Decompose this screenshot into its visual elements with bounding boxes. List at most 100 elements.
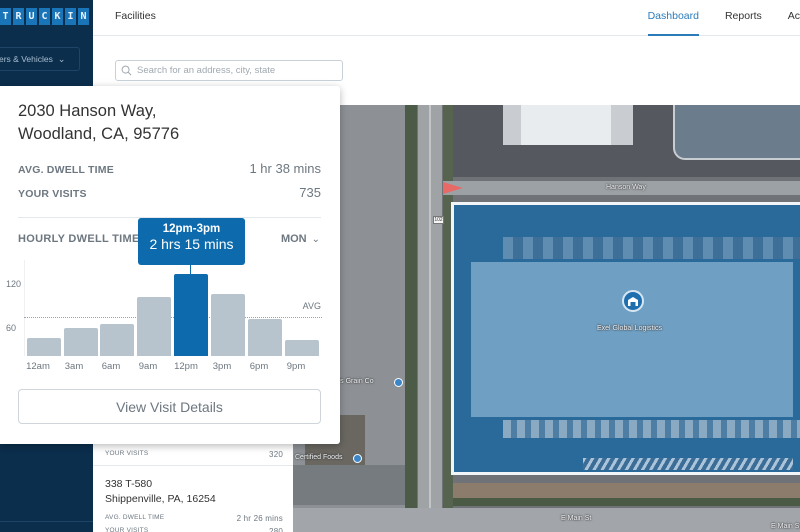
tooltip-stem — [190, 265, 191, 275]
logo-letter: C — [39, 8, 50, 25]
visits-label: YOUR VISITS — [18, 188, 87, 200]
address-line2: Woodland, CA, 95776 — [18, 125, 180, 143]
chart-bar[interactable] — [137, 297, 171, 356]
list-item-dwell-row: AVG. DWELL TIME 2 hr 26 mins — [105, 514, 283, 523]
day-selector-value: MON — [280, 233, 307, 245]
x-tick: 12am — [26, 361, 50, 372]
map-building — [521, 105, 611, 145]
chart-bar[interactable] — [100, 324, 134, 356]
avg-dwell-row: AVG. DWELL TIME 1 hr 38 mins — [18, 161, 321, 176]
sidebar-divider — [0, 521, 93, 522]
x-tick: 9pm — [286, 361, 306, 372]
chart-bar[interactable] — [64, 328, 98, 356]
chart-title: HOURLY DWELL TIME — [18, 233, 140, 245]
facility-detail-card: 2030 Hanson Way, Woodland, CA, 95776 AVG… — [0, 86, 340, 444]
sidebar-select-label: ers & Vehicles — [0, 54, 53, 64]
map-parking — [673, 105, 800, 160]
hourly-dwell-chart: 120 60 AVG 12am 3am 6am 9am 12pm 3pm 6pm… — [0, 256, 340, 386]
warehouse-marker-icon[interactable] — [622, 290, 644, 312]
list-item-visits-row: YOUR VISITS 320 — [105, 450, 283, 459]
warehouse-icon — [628, 296, 638, 306]
street-label: E Main St — [561, 515, 592, 522]
nav-tab-dashboard[interactable]: Dashboard — [647, 0, 700, 36]
search-input[interactable] — [137, 65, 337, 76]
satellite-map[interactable]: Hanson Way 102 Exel Global Logistics ...… — [293, 105, 800, 532]
list-item-address[interactable]: 338 T-580 Shippenville, PA, 16254 — [105, 477, 216, 507]
page-title: Facilities — [115, 10, 156, 22]
avg-line — [24, 317, 322, 318]
visits-value: 735 — [299, 185, 321, 200]
poi-pin-icon[interactable] — [353, 454, 362, 463]
logo-letter: N — [78, 8, 89, 25]
x-tick: 6am — [101, 361, 121, 372]
route-shield-icon: 102 — [433, 216, 444, 224]
logo-letter: K — [52, 8, 63, 25]
loading-docks — [503, 420, 800, 438]
tooltip-range: 12pm-3pm — [162, 223, 221, 235]
chart-bar[interactable] — [248, 319, 282, 356]
visits-value: 280 — [269, 527, 283, 532]
map-terrain — [443, 105, 453, 532]
street-label: E Main St — [771, 523, 800, 530]
y-axis — [24, 260, 25, 356]
logo-letter: U — [26, 8, 37, 25]
chart-bar[interactable] — [285, 340, 319, 356]
view-visit-details-button[interactable]: View Visit Details — [18, 389, 321, 424]
visits-value: 320 — [269, 450, 283, 459]
avg-dwell-value: 1 hr 38 mins — [249, 161, 321, 176]
poi-label: ...'s Grain Co — [333, 378, 374, 385]
x-tick: 6pm — [249, 361, 269, 372]
search-icon — [121, 65, 132, 76]
search-box[interactable] — [115, 60, 343, 81]
chevron-down-icon: ⌄ — [311, 233, 320, 245]
nav-tab-reports[interactable]: Reports — [724, 10, 762, 22]
street-label: Hanson Way — [606, 184, 646, 191]
direction-arrow-icon — [443, 182, 463, 194]
address-line1: 2030 Hanson Way, — [18, 102, 157, 120]
day-selector[interactable]: MON ⌄ — [281, 233, 320, 245]
logo-letter: T — [0, 8, 11, 25]
avg-dwell-label: AVG. DWELL TIME — [105, 514, 165, 521]
map-road — [443, 181, 800, 195]
avg-label: AVG — [302, 301, 321, 311]
chart-tooltip: 12pm-3pm 2 hrs 15 mins — [138, 218, 245, 265]
list-divider — [93, 465, 293, 466]
sidebar-select-drivers-vehicles[interactable]: ers & Vehicles ⌄ — [0, 47, 80, 71]
poi-label: Certified Foods — [295, 454, 343, 461]
poi-pin-icon[interactable] — [394, 378, 403, 387]
facility-address: 2030 Hanson Way, Woodland, CA, 95776 — [18, 100, 179, 146]
facility-map-label: Exel Global Logistics — [597, 325, 662, 332]
map-road — [293, 508, 800, 532]
x-tick: 12pm — [174, 361, 198, 372]
avg-dwell-value: 2 hr 26 mins — [236, 514, 283, 523]
top-bar: Facilities Dashboard Reports Ac — [93, 0, 800, 36]
tooltip-value: 2 hrs 15 mins — [149, 236, 234, 252]
address-line2: Shippenville, PA, 16254 — [105, 493, 216, 505]
address-line1: 338 T-580 — [105, 478, 153, 490]
chart-bar[interactable] — [27, 338, 61, 356]
map-terrain — [293, 465, 405, 505]
map-building — [503, 237, 800, 259]
visits-row: YOUR VISITS 735 — [18, 185, 321, 200]
visits-label: YOUR VISITS — [105, 527, 149, 532]
avg-dwell-label: AVG. DWELL TIME — [18, 164, 114, 176]
y-tick-60: 60 — [6, 323, 17, 333]
x-tick: 3am — [64, 361, 84, 372]
x-tick: 9am — [138, 361, 158, 372]
parked-trailers — [583, 458, 793, 470]
chevron-down-icon: ⌄ — [57, 53, 66, 64]
map-terrain — [405, 105, 417, 532]
logo-letter: R — [13, 8, 24, 25]
logo-letter: I — [65, 8, 76, 25]
chart-bar-selected[interactable] — [174, 274, 208, 356]
logo[interactable]: T R U C K I N — [0, 8, 89, 25]
map-railway — [453, 483, 800, 501]
map-road — [429, 105, 431, 532]
list-item-visits-row: YOUR VISITS 280 — [105, 527, 283, 532]
visits-label: YOUR VISITS — [105, 450, 149, 457]
top-nav: Dashboard Reports Ac — [622, 0, 800, 36]
map-terrain — [453, 498, 800, 506]
nav-tab-account[interactable]: Ac — [787, 10, 800, 22]
chart-bar[interactable] — [211, 294, 245, 356]
card-divider — [18, 217, 321, 218]
